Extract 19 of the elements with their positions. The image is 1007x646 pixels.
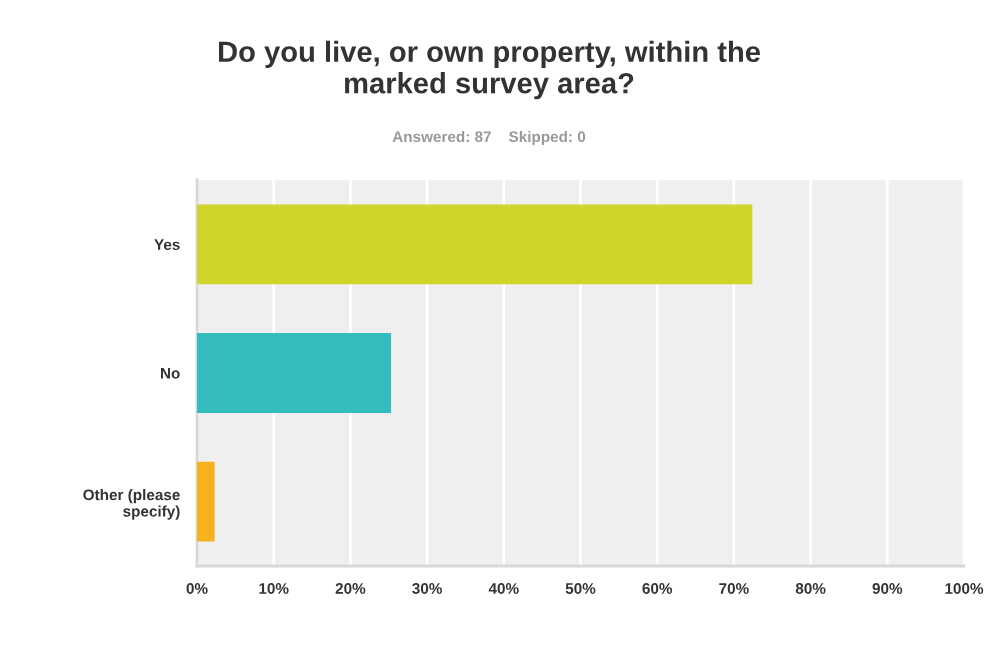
x-tick-label: 20% bbox=[335, 583, 366, 594]
x-tick-label: 50% bbox=[565, 583, 596, 594]
bar bbox=[197, 204, 753, 285]
x-tick-label: 60% bbox=[642, 583, 673, 594]
chart-subtitle: Answered: 87 Skipped: 0 bbox=[392, 130, 586, 146]
x-tick-label: 40% bbox=[488, 583, 519, 594]
y-tick-label: Other (please specify) bbox=[83, 489, 180, 520]
bar bbox=[197, 333, 392, 413]
x-tick-label: 30% bbox=[412, 583, 442, 594]
bar bbox=[197, 461, 215, 542]
x-tick-label: 100% bbox=[945, 583, 984, 594]
y-tick-label: No bbox=[160, 368, 180, 379]
x-tick-label: 90% bbox=[872, 583, 903, 594]
y-tick-label: Yes bbox=[154, 239, 180, 251]
x-tick-label: 10% bbox=[259, 583, 289, 594]
chart-title: Do you live, or own property, within the marked survey area? bbox=[219, 40, 760, 100]
x-tick-label: 80% bbox=[795, 583, 826, 594]
x-tick-label: 0% bbox=[186, 583, 208, 594]
x-tick-label: 70% bbox=[719, 583, 749, 594]
